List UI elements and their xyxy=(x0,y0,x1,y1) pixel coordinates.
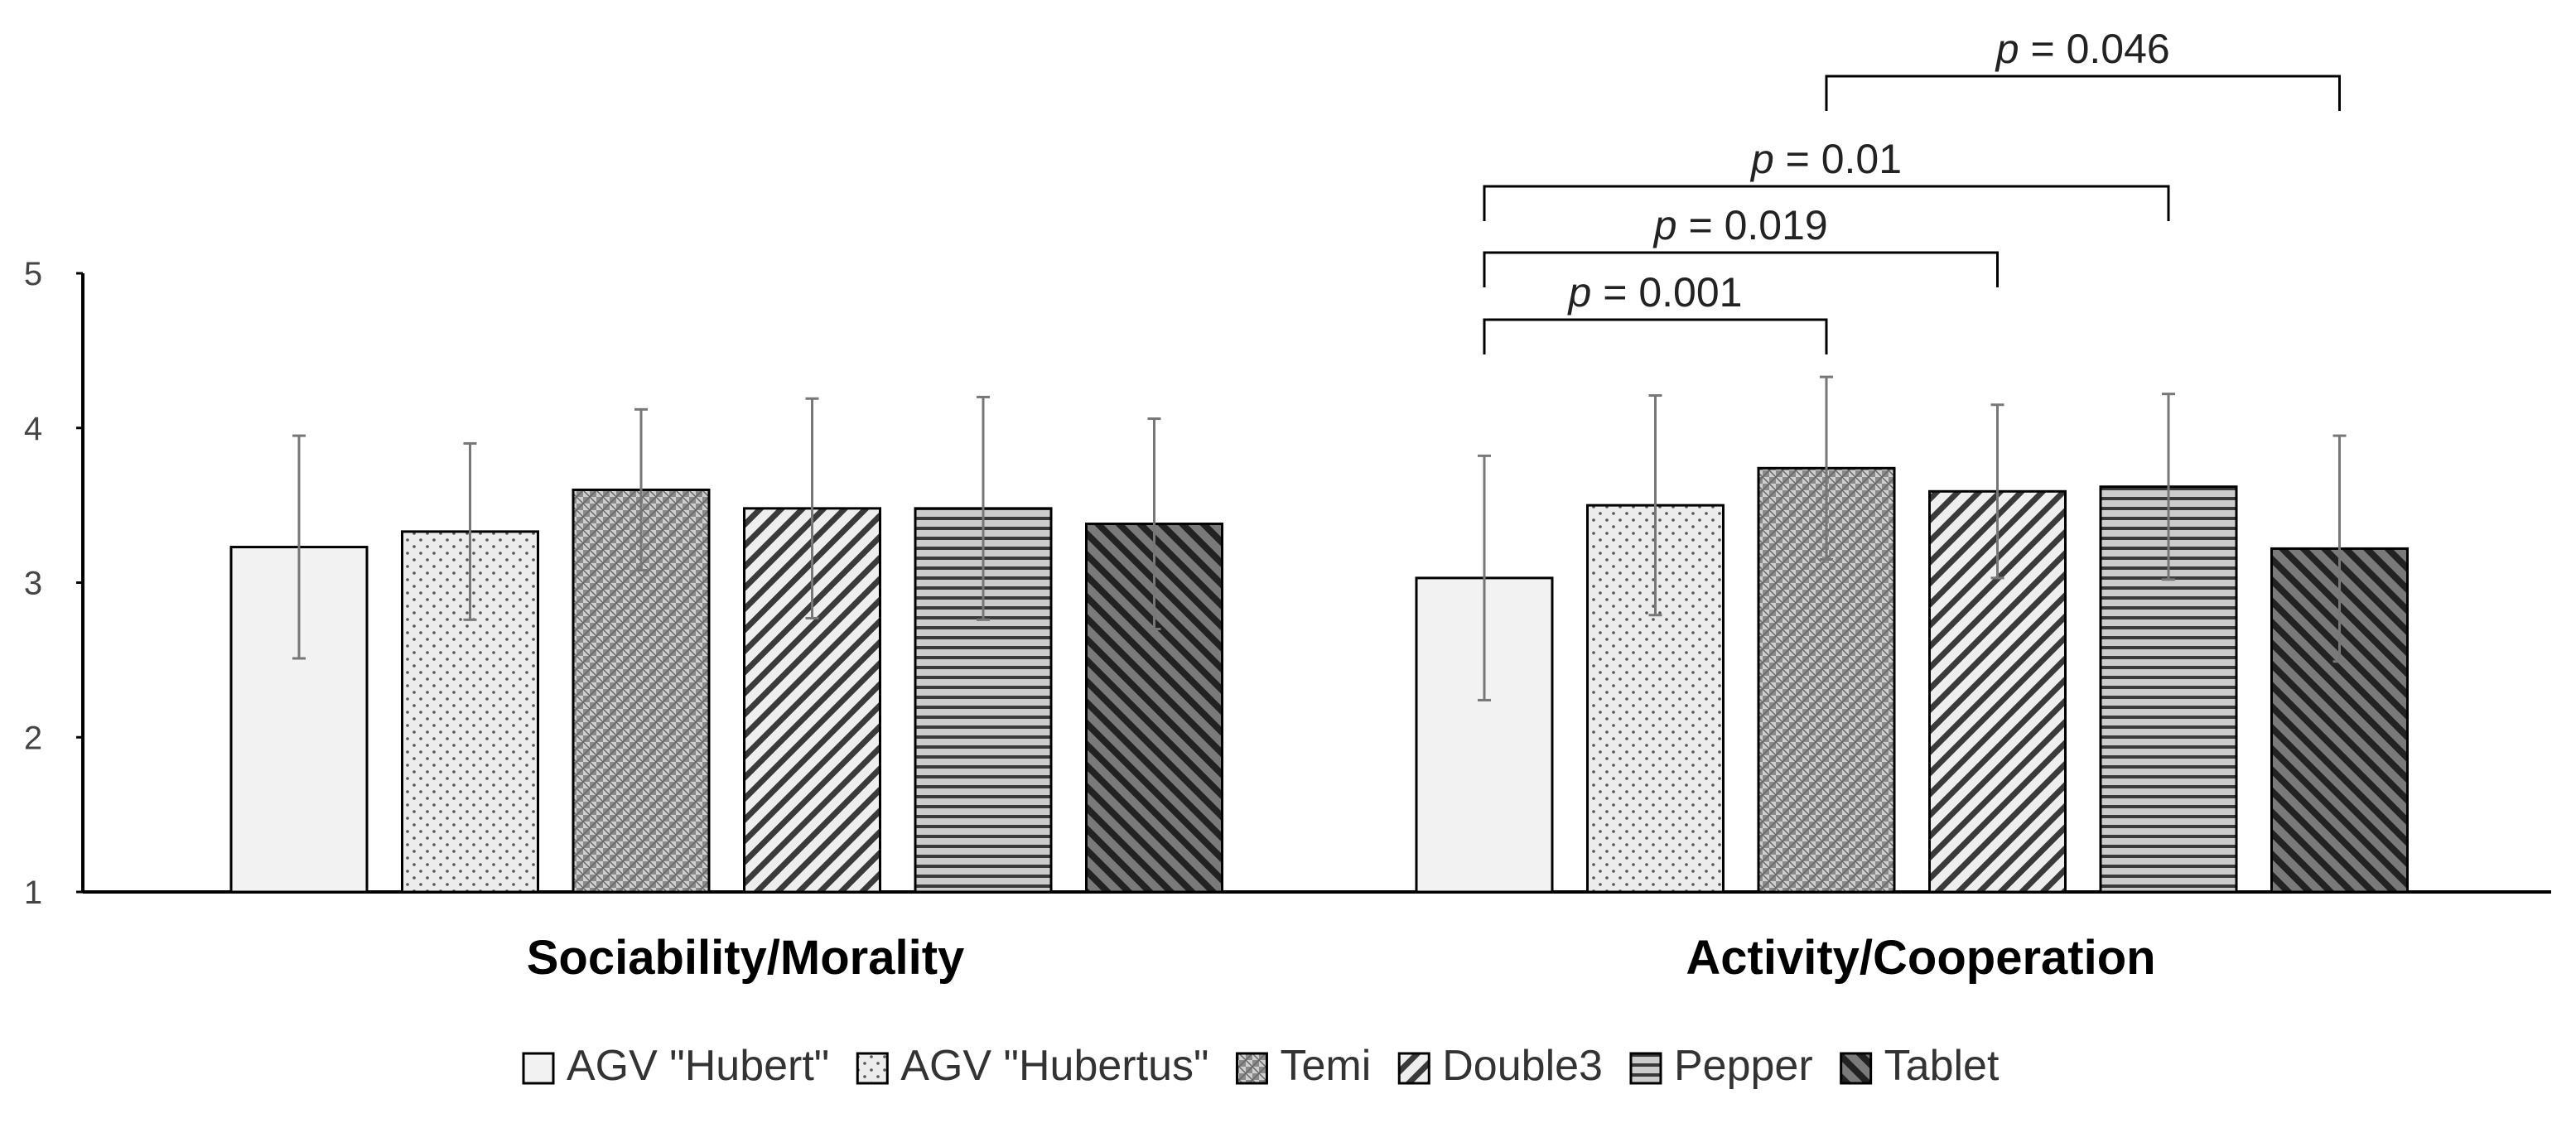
legend-item: AGV "Hubertus" xyxy=(856,1042,1208,1090)
p-value-label: p = 0.046 xyxy=(1995,26,2170,72)
legend-label: AGV "Hubert" xyxy=(567,1042,829,1090)
y-tick-label: 3 xyxy=(24,566,42,602)
legend-swatch xyxy=(856,1052,889,1085)
bars xyxy=(229,466,2409,894)
y-axis: 1 2 3 4 5 xyxy=(24,256,84,911)
legend-item: AGV "Hubert" xyxy=(522,1042,829,1090)
significance-annotations: p = 0.001 p = 0.019 p = 0.01 p = 0.046 xyxy=(1483,26,2341,354)
bar-plain-group-2 xyxy=(1415,576,1554,894)
legend-swatch xyxy=(1397,1052,1430,1085)
legend-swatch xyxy=(1840,1052,1873,1085)
y-tick-label: 4 xyxy=(24,411,42,447)
significance-bracket xyxy=(1825,75,2341,111)
legend-label: Temi xyxy=(1280,1042,1371,1090)
legend-item: Pepper xyxy=(1629,1042,1813,1090)
category-label: Sociability/Morality xyxy=(527,931,965,985)
p-value-label: p = 0.001 xyxy=(1567,269,1743,316)
legend-label: Double3 xyxy=(1442,1042,1603,1090)
legend-item: Tablet xyxy=(1840,1042,2000,1090)
legend: AGV "Hubert" AGV "Hubertus" Temi Double3 Pep… xyxy=(522,1042,2000,1090)
bar-dots-group-2 xyxy=(1586,504,1725,894)
significance-bracket xyxy=(1483,185,2170,221)
category-label: Activity/Cooperation xyxy=(1686,931,2155,985)
legend-item: Temi xyxy=(1235,1042,1371,1090)
significance-bracket xyxy=(1483,251,1999,287)
y-tick-label: 2 xyxy=(24,720,42,756)
legend-swatch xyxy=(1629,1052,1662,1085)
legend-item: Double3 xyxy=(1397,1042,1603,1090)
legend-label: AGV "Hubertus" xyxy=(900,1042,1208,1090)
legend-label: Pepper xyxy=(1674,1042,1813,1090)
error-bars xyxy=(292,375,2347,701)
legend-swatch xyxy=(522,1052,555,1085)
group-labels: Sociability/Morality Activity/Cooperation xyxy=(527,931,2156,985)
y-tick-label: 5 xyxy=(24,256,42,292)
legend-swatch xyxy=(1235,1052,1268,1085)
p-value-label: p = 0.01 xyxy=(1749,136,1902,182)
legend-label: Tablet xyxy=(1884,1042,2000,1090)
p-value-label: p = 0.019 xyxy=(1652,202,1828,248)
y-tick-label: 1 xyxy=(24,875,42,911)
significance-bracket xyxy=(1483,318,1828,354)
